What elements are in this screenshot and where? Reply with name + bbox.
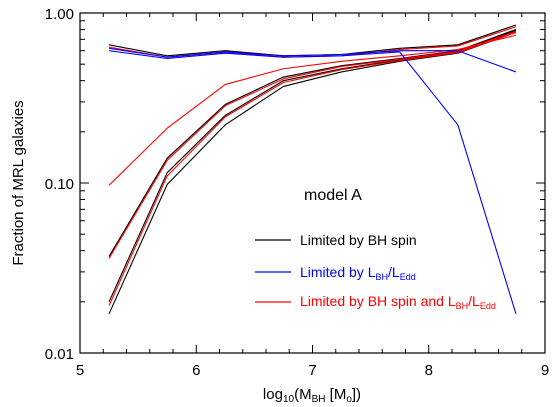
series-line-both-6 [108,30,517,259]
legend-eddington-sub2: Edd [400,272,416,282]
legend-both-main: Limited by BH spin and L [300,293,456,309]
x-tick-label: 8 [425,362,433,379]
x-label-log: log [263,386,283,403]
series-line-eddington-8 [108,50,517,314]
x-axis-label: log10(MBH [Mo]) [263,386,361,405]
series-line-spin-1 [108,28,517,257]
legend-label-both: Limited by BH spin and LBH/LEdd [300,293,496,311]
x-tick-label: 7 [308,362,316,379]
legend-label-spin: Limited by BH spin [300,232,417,248]
x-label-close: ]) [352,386,361,403]
series-line-eddington-9 [108,47,517,73]
tick-layer: 5 6 7 8 9 0.01 0.10 1.00 [45,6,549,379]
x-label-open: (M [294,386,312,403]
x-tick-label: 9 [541,362,549,379]
legend: Limited by BH spin Limited by LBH/LEdd L… [255,232,496,311]
series-line-both-7 [108,31,517,306]
x-label-log-sub: 10 [283,394,295,405]
x-label-m-sub: BH [312,394,326,405]
legend-both-slash: /L [468,293,480,309]
legend-both-sub2: Edd [480,301,496,311]
series-layer [108,24,517,315]
x-tick-label: 6 [192,362,200,379]
y-axis-label: Fraction of MRL galaxies [10,100,27,265]
y-tick-label: 1.00 [45,6,74,23]
legend-both-sub1: BH [456,301,469,311]
legend-eddington-slash: /L [388,264,400,280]
x-label-o-sub: o [346,394,352,405]
legend-eddington-sub1: BH [375,272,388,282]
y-tick-label: 0.10 [45,176,74,193]
legend-label-eddington: Limited by LBH/LEdd [300,264,416,282]
series-line-spin-2 [108,29,517,303]
x-tick-label: 5 [76,362,84,379]
legend-eddington-main: Limited by L [300,264,376,280]
model-annotation: model A [304,187,362,204]
series-line-spin-3 [108,31,517,315]
x-label-mid: [M [325,386,346,403]
y-tick-label: 0.01 [45,346,74,363]
